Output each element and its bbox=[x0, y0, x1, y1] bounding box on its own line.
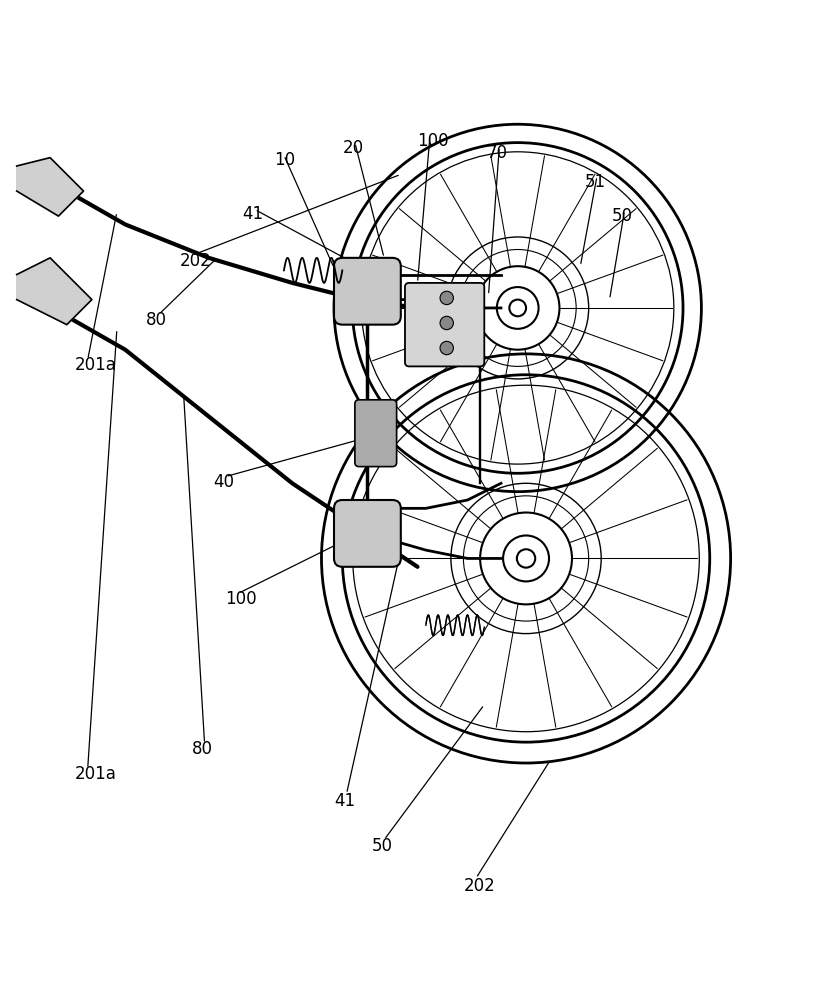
Text: 100: 100 bbox=[225, 590, 257, 608]
Text: 80: 80 bbox=[146, 311, 167, 329]
FancyBboxPatch shape bbox=[334, 500, 401, 567]
Text: 201a: 201a bbox=[75, 356, 117, 374]
Circle shape bbox=[440, 341, 453, 355]
Text: 201a: 201a bbox=[75, 765, 117, 783]
Text: 41: 41 bbox=[334, 792, 355, 810]
FancyBboxPatch shape bbox=[334, 258, 401, 325]
Text: 100: 100 bbox=[418, 132, 449, 150]
Text: 20: 20 bbox=[342, 139, 363, 157]
Text: 40: 40 bbox=[213, 473, 234, 491]
FancyBboxPatch shape bbox=[405, 283, 484, 366]
Polygon shape bbox=[17, 258, 92, 325]
Polygon shape bbox=[17, 158, 84, 216]
Text: 202: 202 bbox=[463, 877, 495, 895]
Text: 50: 50 bbox=[372, 837, 392, 855]
Text: 70: 70 bbox=[487, 144, 508, 162]
Text: 80: 80 bbox=[192, 740, 213, 758]
Text: 51: 51 bbox=[584, 173, 605, 191]
Text: 50: 50 bbox=[612, 207, 633, 225]
Circle shape bbox=[440, 316, 453, 330]
FancyBboxPatch shape bbox=[355, 400, 397, 467]
Circle shape bbox=[440, 291, 453, 305]
Text: 41: 41 bbox=[242, 205, 263, 223]
Text: 202: 202 bbox=[180, 252, 211, 270]
Text: 10: 10 bbox=[274, 151, 295, 169]
